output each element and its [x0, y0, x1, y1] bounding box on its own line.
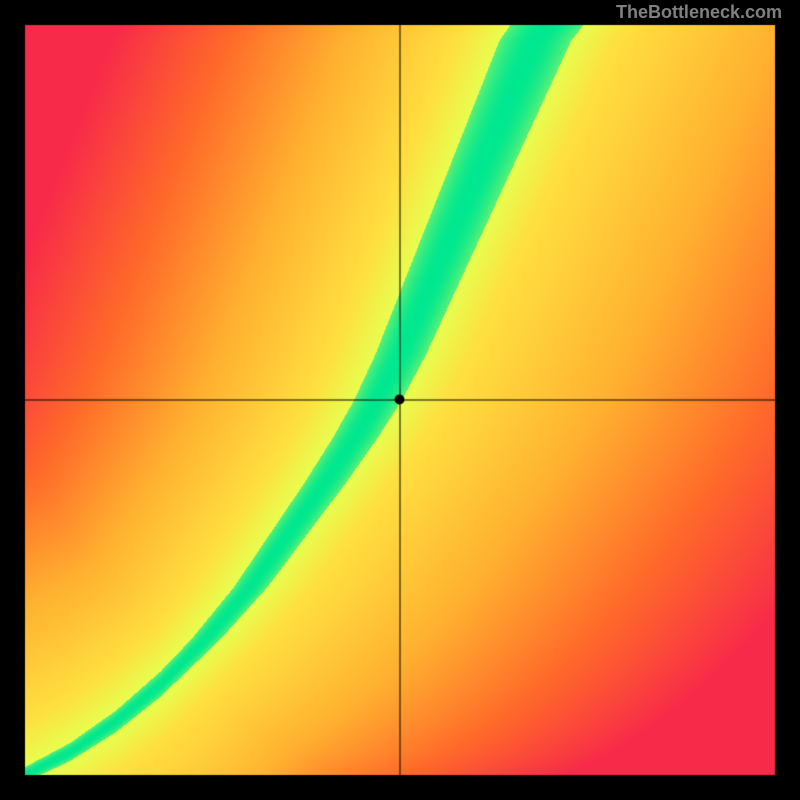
- watermark-text: TheBottleneck.com: [616, 2, 782, 23]
- heatmap-canvas: [0, 0, 800, 800]
